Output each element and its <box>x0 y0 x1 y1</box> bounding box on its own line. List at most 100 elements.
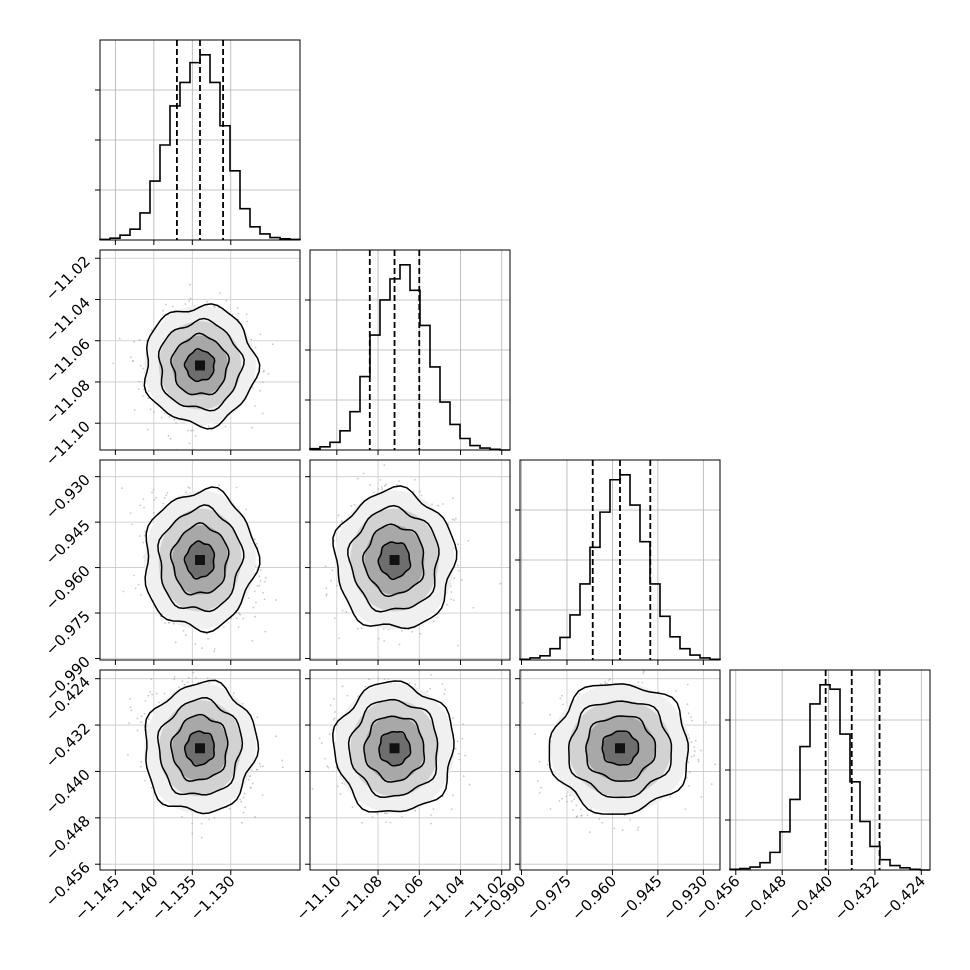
scatter-point <box>142 498 145 500</box>
scatter-point <box>264 630 267 633</box>
scatter-point <box>180 816 183 818</box>
scatter-point <box>187 486 190 489</box>
scatter-point <box>208 458 210 460</box>
scatter-point <box>151 491 154 494</box>
scatter-point <box>139 504 142 507</box>
panel-frame <box>519 459 721 661</box>
scatter-point <box>325 587 328 590</box>
scatter-point <box>192 671 195 674</box>
scatter-point <box>241 821 243 824</box>
scatter-point <box>251 386 254 389</box>
scatter-point <box>138 388 140 390</box>
panel-frame <box>309 249 511 451</box>
scatter-point <box>140 760 143 763</box>
scatter-point <box>461 579 463 581</box>
scatter-panel-2-1 <box>309 459 511 661</box>
scatter-point <box>341 609 344 612</box>
scatter-point <box>381 488 384 491</box>
density-peak <box>195 555 205 565</box>
scatter-point <box>453 519 456 521</box>
scatter-point <box>185 491 188 494</box>
scatter-point <box>189 487 191 489</box>
scatter-point <box>129 706 132 709</box>
scatter-point <box>191 832 194 835</box>
scatter-point <box>227 668 229 670</box>
scatter-point <box>133 574 136 577</box>
scatter-point <box>142 367 144 370</box>
scatter-point <box>356 627 359 630</box>
contour-line <box>362 523 425 598</box>
scatter-point <box>122 590 125 593</box>
scatter-point <box>140 715 143 718</box>
scatter-point <box>431 503 433 506</box>
scatter-point <box>189 283 191 286</box>
scatter-point <box>325 594 328 597</box>
scatter-point <box>133 340 136 343</box>
scatter-point <box>337 514 340 517</box>
scatter-point <box>236 617 238 620</box>
scatter-point <box>194 643 197 646</box>
scatter-point <box>213 648 216 650</box>
scatter-point <box>172 305 175 308</box>
scatter-point <box>192 429 194 432</box>
scatter-point <box>411 630 413 633</box>
histogram-panel-1 <box>305 249 511 451</box>
scatter-point <box>252 782 254 785</box>
scatter-point <box>138 380 141 383</box>
scatter-point <box>261 412 264 415</box>
scatter-point <box>450 598 452 601</box>
scatter-point <box>165 494 168 497</box>
scatter-panel-3-0 <box>99 668 301 871</box>
scatter-point <box>144 530 147 533</box>
scatter-point <box>372 491 375 494</box>
scatter-point <box>121 487 123 490</box>
scatter-point <box>158 701 160 704</box>
scatter-point <box>362 472 365 475</box>
scatter-point <box>262 765 264 768</box>
scatter-point <box>133 409 136 411</box>
scatter-point <box>143 506 145 509</box>
scatter-point <box>378 637 380 640</box>
scatter-point <box>258 584 261 587</box>
scatter-point <box>251 426 253 429</box>
scatter-point <box>186 681 189 684</box>
scatter-point <box>453 577 456 580</box>
scatter-point <box>263 598 266 601</box>
scatter-point <box>150 787 153 789</box>
scatter-point <box>451 518 454 521</box>
scatter-point <box>168 416 171 418</box>
scatter-point <box>188 300 191 302</box>
panel-frame <box>99 459 301 661</box>
scatter-point <box>112 362 115 365</box>
scatter-point <box>187 429 189 432</box>
scatter-point <box>149 691 152 693</box>
scatter-point <box>147 397 150 400</box>
scatter-point <box>167 435 170 437</box>
scatter-point <box>143 388 145 391</box>
scatter-point <box>385 483 387 486</box>
scatter-point <box>265 576 267 579</box>
contour-line <box>332 485 458 630</box>
contour-line <box>170 332 230 396</box>
scatter-point <box>420 494 423 497</box>
scatter-point <box>267 373 270 375</box>
scatter-point <box>160 416 163 419</box>
scatter-point <box>190 429 193 432</box>
scatter-point <box>437 504 440 507</box>
scatter-point <box>146 428 149 431</box>
contour-line <box>144 486 261 634</box>
scatter-point <box>250 338 253 341</box>
scatter-point <box>197 681 200 684</box>
scatter-point <box>457 569 460 572</box>
scatter-point <box>447 523 450 526</box>
scatter-point <box>144 779 147 782</box>
scatter-point <box>200 836 203 839</box>
scatter-point <box>451 497 454 500</box>
scatter-point <box>155 496 158 499</box>
scatter-panel-1-0 <box>99 249 301 451</box>
histogram-step <box>519 474 721 661</box>
scatter-point <box>499 582 502 585</box>
scatter-point <box>261 381 264 383</box>
scatter-point <box>208 818 211 821</box>
scatter-point <box>140 721 143 724</box>
